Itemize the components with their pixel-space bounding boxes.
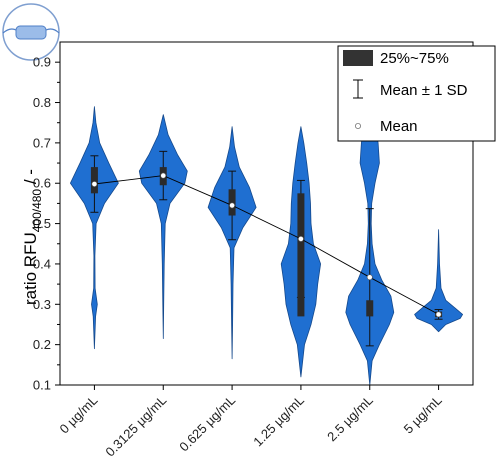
x-tick-label-4: 2.5 µg/mL [324, 393, 376, 445]
iqr-box-3 [297, 193, 305, 317]
mean-point-1 [160, 172, 167, 179]
y-axis-label-suffix: / - [21, 169, 40, 189]
mean-point-5 [435, 311, 442, 318]
mean-point-2 [229, 202, 235, 209]
y-tick-label-3: 0.4 [33, 256, 51, 271]
violin-2 [207, 126, 257, 360]
y-axis-label-main: ratio RFU [21, 232, 40, 305]
y-tick-label-1: 0.2 [33, 337, 51, 352]
y-tick-label-4: 0.5 [33, 216, 51, 231]
y-tick-label-2: 0.3 [33, 297, 51, 312]
violin-5 [414, 229, 463, 333]
mean-line [94, 175, 439, 315]
plot-frame [59, 41, 474, 386]
mean-point-4 [366, 274, 373, 281]
cuvette-icon [2, 3, 60, 61]
iqr-box-4 [366, 300, 374, 317]
y-tick-label-5: 0.6 [33, 176, 51, 191]
mean-point-0 [91, 181, 98, 187]
y-tick-label-6: 0.7 [33, 135, 51, 150]
iqr-box-2 [228, 189, 236, 216]
violin-0 [70, 106, 119, 350]
mean-point-3 [298, 236, 304, 242]
y-tick-label-7: 0.8 [33, 95, 51, 110]
x-tick-label-2: 0.625 µg/mL [176, 393, 238, 455]
y-tick-label-0: 0.1 [33, 378, 51, 393]
legend-label-box: 25%~75% [380, 50, 449, 67]
y-tick-label-8: 0.9 [33, 55, 51, 70]
iqr-box-0 [90, 167, 98, 194]
x-tick-label-1: 0.3125 µg/mL [102, 393, 169, 460]
x-tick-label-3: 1.25 µg/mL [250, 393, 307, 450]
legend-swatch-box [343, 50, 373, 66]
x-tick-label-0: 0 µg/mL [57, 393, 101, 437]
y-axis-label-subscript: 400/480 [30, 189, 44, 233]
legend-swatch-errorbar [353, 79, 363, 99]
y-axis-label: ratio RFU400/480 / - [21, 169, 44, 305]
x-tick-label-5: 5 µg/mL [401, 393, 445, 437]
legend-label-errorbar: Mean ± 1 SD [380, 82, 468, 99]
legend: 25%~75% Mean ± 1 SD Mean [337, 45, 496, 142]
legend-swatch-mean [354, 123, 361, 130]
legend-label-mean: Mean [380, 118, 418, 135]
violin-1 [138, 114, 188, 339]
